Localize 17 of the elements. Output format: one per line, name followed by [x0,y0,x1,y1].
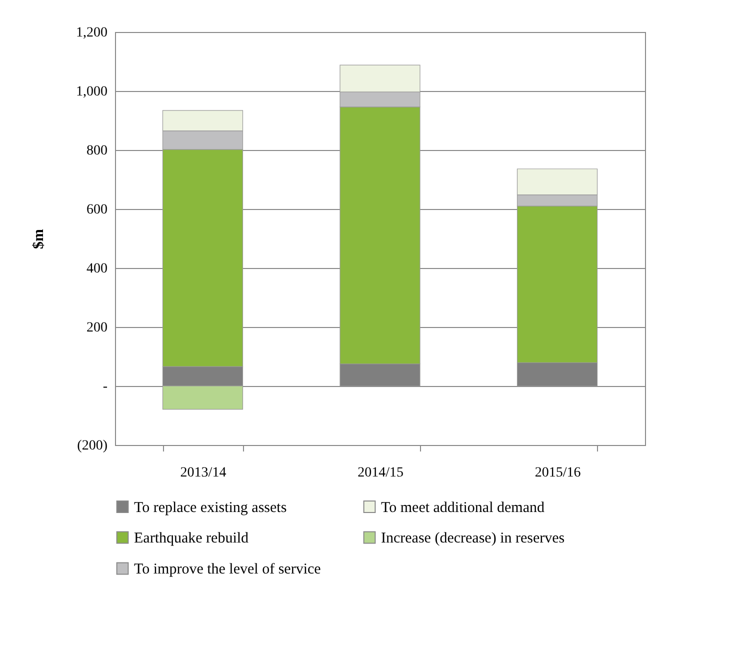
x-tick-label: 2015/16 [534,466,581,480]
y-axis-title: $m [31,228,47,249]
y-tick-label: 1,200 [76,26,108,40]
legend-label: To replace existing assets [134,500,287,516]
y-tick-label: 400 [86,262,108,276]
x-tick-label: 2013/14 [180,466,226,480]
y-tick-label: 600 [86,202,108,218]
legend-label: To meet additional demand [381,500,545,516]
legend-label: To improve the level of service [134,562,322,578]
y-tick-label: 1,000 [76,84,108,100]
legend-label: Increase (decrease) in reserves [381,530,565,546]
legend-label: Earthquake rebuild [134,530,250,546]
x-tick-label: 2014/15 [358,466,404,480]
y-tick-label: - [102,380,108,394]
y-tick-label: 200 [86,320,108,336]
y-tick-label: 800 [86,144,108,158]
y-tick-label: (200) [77,438,108,454]
